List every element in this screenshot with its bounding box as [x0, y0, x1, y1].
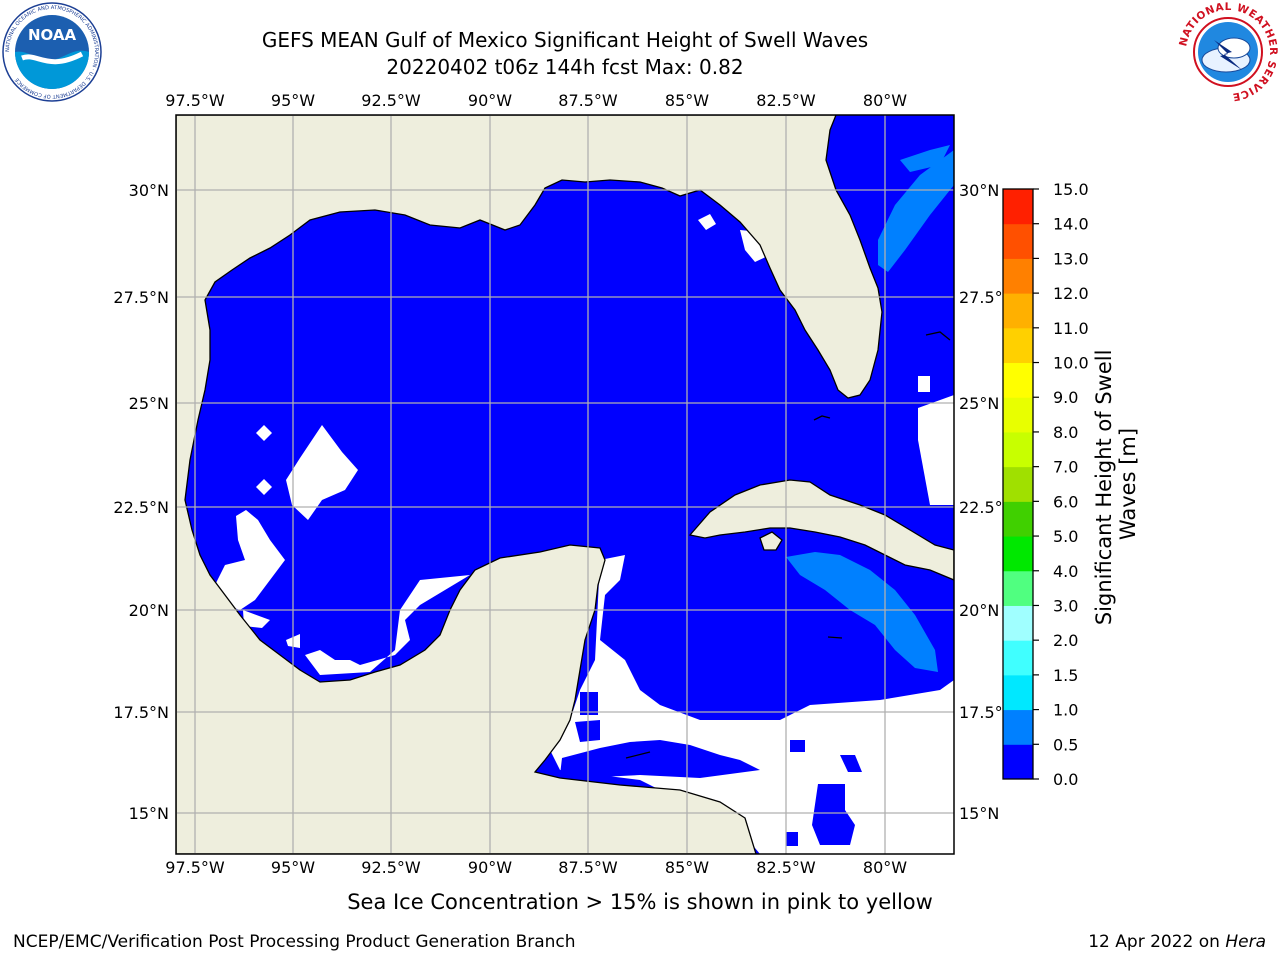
colorbar-segment [1003, 570, 1033, 606]
lon-label-top: 82.5°W [756, 91, 816, 110]
lat-label-right: 22.5°N [959, 498, 1015, 517]
colorbar-tick-label: 9.0 [1053, 388, 1078, 407]
map-panel [176, 115, 954, 854]
lon-label-top: 80°W [863, 91, 907, 110]
colorbar-tick-label: 5.0 [1053, 527, 1078, 546]
colorbar-segment [1003, 709, 1033, 745]
nws-logo: NATIONAL WEATHER SERVICE [1177, 1, 1278, 103]
graticule [176, 115, 954, 854]
colorbar-segment [1003, 327, 1033, 364]
colorbar-frame [1002, 188, 1034, 780]
land-bahamas [925, 331, 951, 341]
lon-label-bottom: 82.5°W [756, 858, 816, 877]
chart-subtitle: 20220402 t06z 144h fcst Max: 0.82 [386, 55, 744, 79]
land-cuba [688, 479, 954, 581]
colorbar-segment [1003, 536, 1033, 572]
colorbar-tick-label: 13.0 [1053, 249, 1089, 268]
colorbar-segment [1003, 640, 1033, 676]
lat-label-right: 27.5°N [959, 288, 1015, 307]
colorbar-tick-label: 14.0 [1053, 215, 1089, 234]
lon-label-top: 92.5°W [361, 91, 421, 110]
colorbar-tick-label: 8.0 [1053, 423, 1078, 442]
colorbar-segment [1003, 258, 1033, 294]
land-jamaica [625, 751, 651, 759]
colorbar-segment [1003, 466, 1033, 502]
colorbar-segment [1003, 674, 1033, 711]
lat-label-left: 20°N [129, 601, 169, 620]
lon-label-top: 87.5°W [558, 91, 618, 110]
lon-label-bottom: 80°W [863, 858, 907, 877]
lat-label-right: 20°N [959, 601, 999, 620]
lat-label-right: 25°N [959, 394, 999, 413]
colorbar [1003, 189, 1033, 780]
lat-labels-right: 30°N 27.5°N 25°N 22.5°N 20°N 17.5°N 15°N [959, 181, 1015, 823]
chart-title: GEFS MEAN Gulf of Mexico Significant Hei… [261, 28, 869, 52]
land-cayman [827, 636, 843, 639]
colorbar-ticks: 0.0 0.5 1.0 1.5 2.0 3.0 4.0 5.0 6.0 7.0 8.0 9.0 10.0… [1033, 180, 1089, 789]
colorbar-segment [1003, 501, 1033, 537]
map-frame [175, 114, 955, 855]
colorbar-segment [1003, 362, 1033, 398]
colorbar-tick-label: 4.0 [1053, 562, 1078, 581]
sea-ice-note: Sea Ice Concentration > 15% is shown in … [347, 890, 933, 914]
lat-label-left: 27.5°N [113, 288, 169, 307]
lat-label-left: 30°N [129, 181, 169, 200]
lat-label-left: 17.5°N [113, 703, 169, 722]
colorbar-tick-label: 6.0 [1053, 492, 1078, 511]
lat-labels-left: 30°N 27.5°N 25°N 22.5°N 20°N 17.5°N 15°N [113, 181, 169, 823]
lon-labels-bottom: 97.5°W 95°W 92.5°W 90°W 87.5°W 85°W 82.5… [165, 858, 907, 877]
lon-label-top: 97.5°W [165, 91, 225, 110]
colorbar-tick-label: 11.0 [1053, 319, 1089, 338]
lon-label-bottom: 90°W [468, 858, 512, 877]
lon-label-top: 85°W [665, 91, 709, 110]
colorbar-tick-label: 3.0 [1053, 596, 1078, 615]
land-masses [176, 115, 954, 854]
colorbar-label: Significant Height of Swell Waves [m] [1092, 343, 1140, 625]
lon-label-bottom: 87.5°W [558, 858, 618, 877]
lat-label-right: 30°N [959, 181, 999, 200]
colorbar-segment [1003, 293, 1033, 329]
lon-label-bottom: 95°W [271, 858, 315, 877]
colorbar-tick-label: 0.0 [1053, 770, 1078, 789]
colorbar-tick-label: 0.5 [1053, 735, 1078, 754]
colorbar-tick-label: 1.0 [1053, 701, 1078, 720]
colorbar-segment [1003, 605, 1033, 641]
swell-field-low-patches [560, 692, 862, 846]
lat-label-right: 15°N [959, 804, 999, 823]
lon-label-top: 90°W [468, 91, 512, 110]
date-text: 12 Apr 2022 on [1088, 932, 1220, 952]
colorbar-segment [1003, 189, 1033, 225]
lon-label-bottom: 85°W [665, 858, 709, 877]
lat-label-right: 17.5°N [959, 703, 1015, 722]
host-name: Hera [1225, 932, 1266, 952]
lat-label-left: 15°N [129, 804, 169, 823]
colorbar-segment [1003, 397, 1033, 433]
land-florida-keys [813, 415, 831, 421]
lon-labels-top: 97.5°W 95°W 92.5°W 90°W 87.5°W 85°W 82.5… [165, 91, 907, 110]
colorbar-tick-label: 1.5 [1053, 666, 1078, 685]
noaa-logo-text: NOAA [28, 26, 77, 44]
date-stamp: 12 Apr 2022 on Hera [1088, 932, 1266, 952]
lon-label-bottom: 92.5°W [361, 858, 421, 877]
credit-text: NCEP/EMC/Verification Post Processing Pr… [13, 932, 576, 952]
land-isla-juventud [759, 531, 783, 551]
colorbar-segment [1003, 744, 1033, 780]
colorbar-segment [1003, 431, 1033, 468]
colorbar-tick-label: 7.0 [1053, 458, 1078, 477]
colorbar-tick-label: 10.0 [1053, 354, 1089, 373]
land-north-america [176, 115, 883, 854]
lat-label-left: 22.5°N [113, 498, 169, 517]
colorbar-segment [1003, 223, 1033, 259]
colorbar-tick-label: 2.0 [1053, 631, 1078, 650]
colorbar-tick-label: 12.0 [1053, 284, 1089, 303]
noaa-logo: NOAA NATIONAL OCEANIC AND ATMOSPHERIC AD… [2, 2, 102, 102]
colorbar-tick-label: 15.0 [1053, 180, 1089, 199]
lat-label-left: 25°N [129, 394, 169, 413]
lon-label-bottom: 97.5°W [165, 858, 225, 877]
no-data-areas [215, 214, 954, 854]
lon-label-top: 95°W [271, 91, 315, 110]
